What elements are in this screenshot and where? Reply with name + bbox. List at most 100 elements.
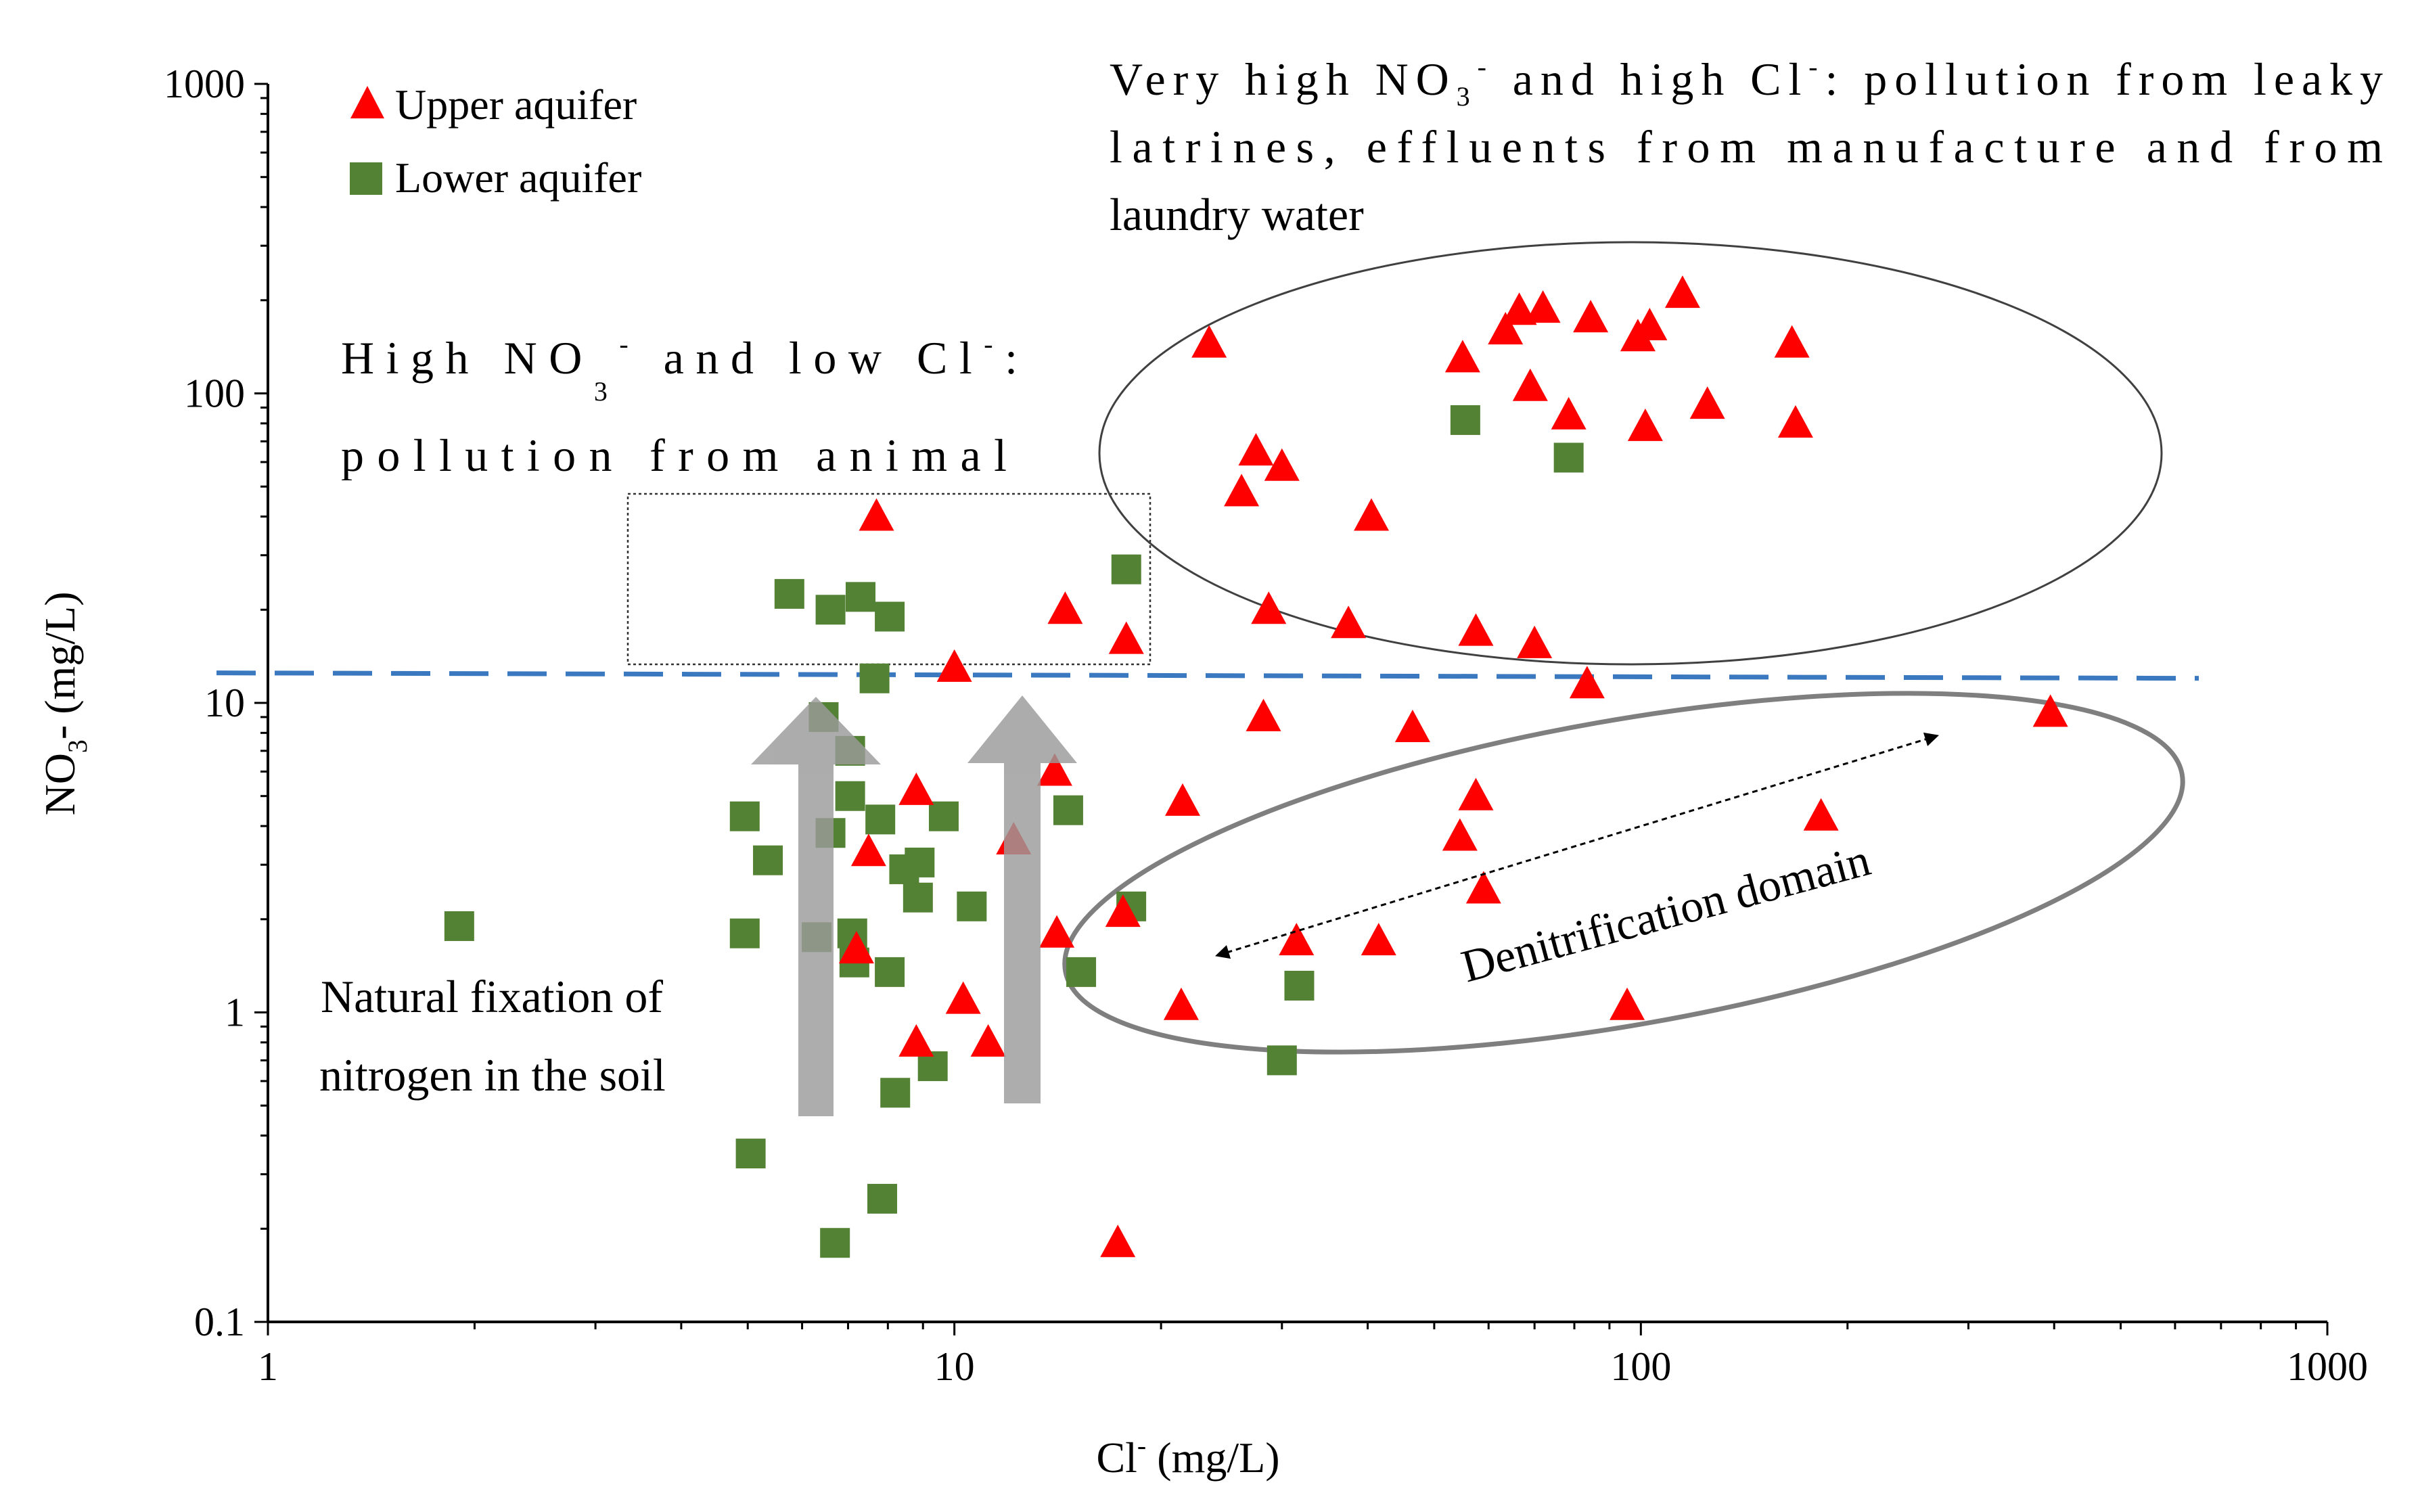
- lower-aquifer-point: [835, 781, 865, 811]
- upper-aquifer-point: [1039, 915, 1075, 948]
- denitrification-ellipse: [1062, 691, 2185, 1055]
- upper-aquifer-point: [1331, 605, 1367, 639]
- legend-lower-label: Lower aquifer: [395, 154, 641, 202]
- y-tick-label: 1000: [164, 62, 245, 106]
- y-axis-title: NO3- (mg/L): [36, 591, 93, 815]
- lower-aquifer-point: [1066, 957, 1097, 987]
- lower-aquifer-point: [1053, 795, 1083, 825]
- lower-aquifer-point: [729, 801, 760, 831]
- lower-aquifer-point: [928, 801, 959, 831]
- upper-aquifer-point: [1501, 292, 1537, 325]
- lower-aquifer-point: [957, 891, 987, 921]
- lower-aquifer-point: [735, 1139, 766, 1169]
- y-tick-label: 100: [184, 371, 245, 416]
- upward-arrow-1: [751, 697, 881, 1116]
- annotation-high-low: High NO3- and low Cl -: pollution from an…: [341, 329, 1018, 481]
- x-tick-label: 10: [934, 1344, 975, 1389]
- x-tick-label: 100: [1610, 1344, 1671, 1389]
- upper-aquifer-point: [936, 649, 972, 682]
- upper-aquifer-point: [1488, 312, 1524, 345]
- annotation-very-high-line2: latrines, effluents from manufacture and…: [1110, 121, 2383, 173]
- y-tick-label: 1: [225, 990, 245, 1035]
- lower-aquifer-point: [865, 804, 896, 835]
- threshold-dashed-line: [216, 670, 2199, 681]
- upper-aquifer-point: [859, 498, 894, 531]
- x-axis-title: Cl- (mg/L): [1096, 1430, 1279, 1482]
- legend-upper-marker: [350, 86, 384, 118]
- upper-aquifer-point: [1664, 275, 1700, 308]
- upper-aquifer-point: [2032, 694, 2068, 727]
- lower-aquifer-point: [1553, 442, 1584, 473]
- upper-aquifer-point: [1689, 386, 1725, 419]
- x-ticks: [267, 1322, 2329, 1335]
- upper-aquifer-point: [838, 931, 874, 964]
- upper-aquifer-point: [1224, 474, 1260, 507]
- axes: 0.1 1 10 100 1000 1 10 100 1000: [164, 62, 2368, 1389]
- lower-aquifer-point: [820, 1228, 850, 1258]
- annotation-high-low-line2: pollution from animal: [341, 430, 1007, 481]
- upper-aquifer-point: [1465, 871, 1501, 904]
- lower-aquifer-point: [729, 918, 760, 948]
- annotation-natural-line1: Natural fixation of: [321, 971, 663, 1022]
- upper-aquifer-point: [1525, 290, 1561, 323]
- x-tick-labels: 1 10 100 1000: [258, 1344, 2368, 1389]
- upper-aquifer-point: [1442, 818, 1478, 851]
- lower-aquifer-point: [845, 582, 875, 612]
- lower-aquifer-point: [774, 578, 804, 609]
- lower-aquifer-point: [875, 601, 905, 632]
- annotation-denitrification: Denitrification domain: [1456, 833, 1875, 992]
- upper-aquifer-point: [945, 981, 981, 1014]
- upper-aquifer-point: [1774, 325, 1810, 358]
- upper-aquifer-point: [1361, 923, 1396, 956]
- y-tick-labels: 0.1 1 10 100 1000: [164, 62, 245, 1344]
- lower-aquifer-point: [880, 1078, 911, 1108]
- upper-aquifer-point: [1394, 710, 1430, 743]
- upper-aquifer-point: [1354, 498, 1390, 531]
- lower-aquifer-point: [905, 847, 935, 877]
- lower-aquifer-point: [867, 1183, 897, 1214]
- upper-aquifer-point: [1632, 308, 1668, 341]
- lower-aquifer-point: [815, 595, 846, 625]
- upper-aquifer-point: [1569, 666, 1605, 699]
- y-tick-label: 0.1: [194, 1300, 245, 1344]
- x-tick-label: 1: [258, 1344, 278, 1389]
- upper-aquifer-point: [1047, 591, 1083, 624]
- annotation-very-high-line3: laundry water: [1110, 189, 1364, 240]
- lower-aquifer-point: [875, 957, 905, 987]
- upper-aquifer-point: [1627, 408, 1663, 441]
- upper-aquifer-point: [898, 772, 934, 805]
- upper-aquifer-point: [1191, 325, 1227, 358]
- lower-aquifer-point: [444, 911, 474, 941]
- upper-aquifer-point: [1105, 894, 1141, 927]
- lower-aquifer-point: [903, 882, 933, 913]
- upper-aquifer-point: [1251, 591, 1287, 624]
- upper-aquifer-point: [1803, 798, 1839, 831]
- lower-aquifer-point: [1267, 1045, 1297, 1076]
- upper-aquifer-point: [1164, 783, 1200, 816]
- upper-aquifer-point: [1100, 1224, 1136, 1258]
- upper-aquifer-point: [1036, 753, 1072, 786]
- upper-aquifer-point: [1444, 340, 1480, 373]
- upward-arrow-2: [967, 695, 1077, 1103]
- x-tick-label: 1000: [2287, 1344, 2368, 1389]
- upper-aquifer-point: [1517, 625, 1553, 658]
- upper-aquifer-point: [1777, 405, 1813, 438]
- upper-aquifer-point: [850, 833, 886, 867]
- annotation-very-high-line1: Very high NO 3- and high Cl -: pollution f…: [1110, 51, 2383, 112]
- upper-aquifer-point: [1512, 368, 1548, 401]
- upper-aquifer-point: [1264, 448, 1300, 481]
- denitrification-arrow: [1214, 732, 1940, 959]
- legend-lower-marker: [350, 162, 382, 195]
- lower-aquifer-point: [859, 663, 890, 693]
- legend: Upper aquifer Lower aquifer: [350, 81, 641, 202]
- lower-aquifer-point: [753, 845, 783, 875]
- upper-aquifer-point: [1238, 433, 1274, 466]
- annotation-natural-fixation: Natural fixation of nitrogen in the soil: [319, 971, 666, 1101]
- upper-aquifer-point: [1458, 777, 1494, 810]
- annotation-natural-line2: nitrogen in the soil: [319, 1049, 666, 1101]
- upper-aquifer-point: [898, 1024, 934, 1057]
- lower-aquifer-point: [1284, 970, 1315, 1001]
- upper-aquifer-point: [1163, 987, 1199, 1020]
- lower-aquifer-point: [1450, 405, 1480, 435]
